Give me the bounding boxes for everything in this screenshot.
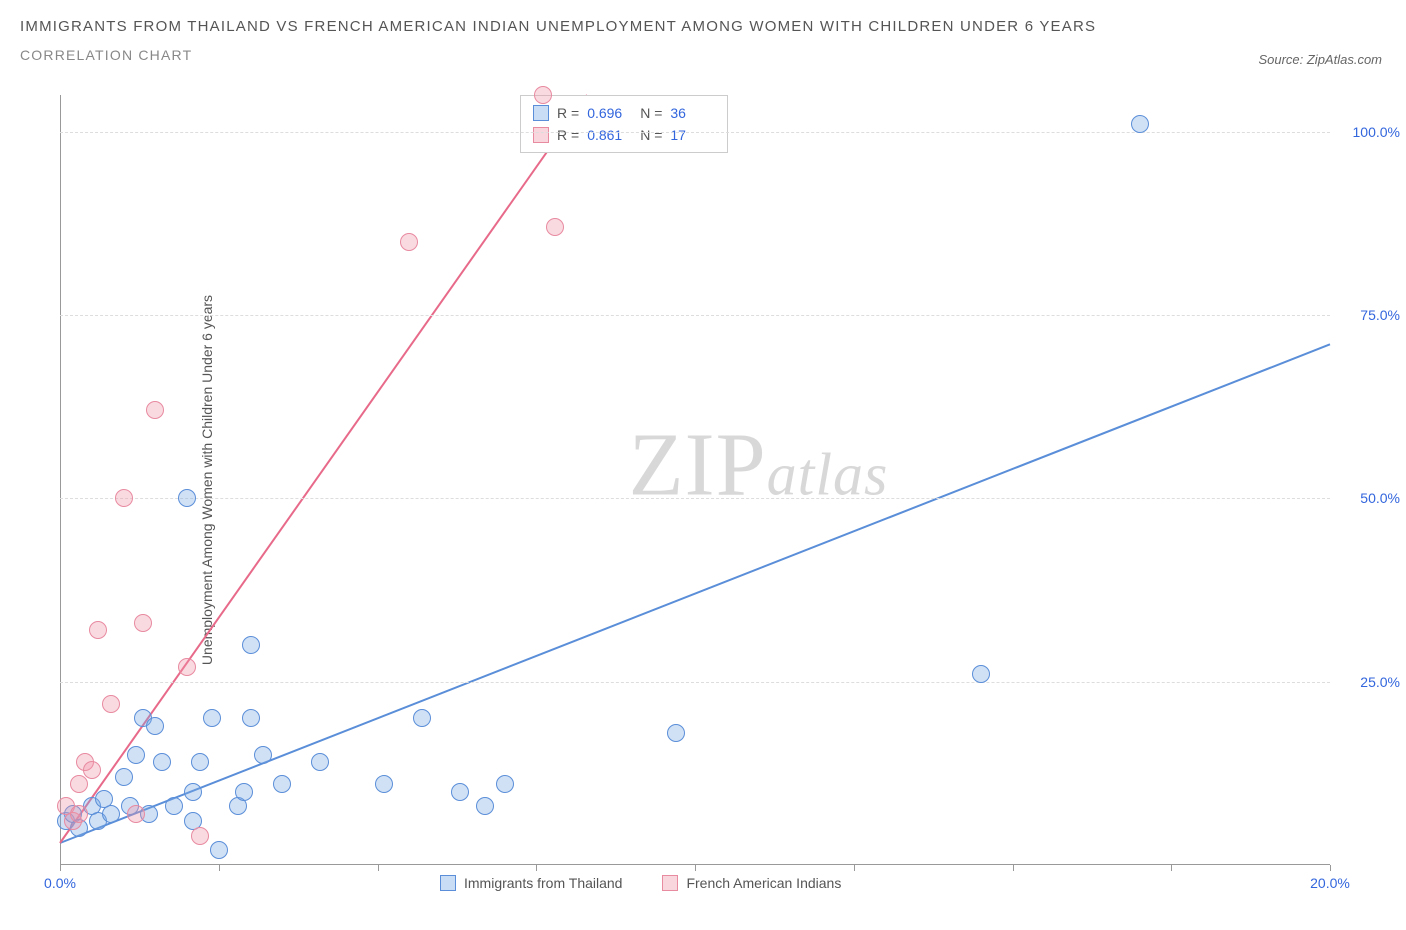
y-tick-label: 75.0% (1340, 307, 1400, 323)
n-value-0: 36 (670, 102, 715, 124)
x-tick (378, 865, 379, 871)
regression-line (60, 344, 1330, 843)
data-point (178, 658, 196, 676)
data-point (203, 709, 221, 727)
data-point (102, 805, 120, 823)
data-point (115, 489, 133, 507)
y-tick-label: 25.0% (1340, 674, 1400, 690)
y-tick-label: 50.0% (1340, 490, 1400, 506)
gridline-h (60, 682, 1330, 683)
data-point (191, 827, 209, 845)
data-point (1131, 115, 1149, 133)
data-point (400, 233, 418, 251)
data-point (146, 401, 164, 419)
data-point (102, 695, 120, 713)
series-name-0: Immigrants from Thailand (464, 875, 622, 891)
gridline-h (60, 498, 1330, 499)
x-tick (695, 865, 696, 871)
series-legend-item-1: French American Indians (662, 875, 841, 891)
swatch-blue-icon (440, 875, 456, 891)
chart-area: Unemployment Among Women with Children U… (50, 95, 1330, 865)
r-value-0: 0.696 (587, 102, 632, 124)
data-point (178, 489, 196, 507)
swatch-blue-icon (533, 105, 549, 121)
data-point (153, 753, 171, 771)
data-point (972, 665, 990, 683)
x-tick (1330, 865, 1331, 871)
swatch-pink-icon (533, 127, 549, 143)
data-point (165, 797, 183, 815)
data-point (667, 724, 685, 742)
data-point (451, 783, 469, 801)
x-tick (854, 865, 855, 871)
n-label: N = (640, 124, 662, 146)
series-name-1: French American Indians (686, 875, 841, 891)
data-point (115, 768, 133, 786)
stats-legend: R = 0.696 N = 36 R = 0.861 N = 17 (520, 95, 728, 153)
data-point (184, 783, 202, 801)
data-point (146, 717, 164, 735)
data-point (273, 775, 291, 793)
r-label: R = (557, 102, 579, 124)
data-point (210, 841, 228, 859)
series-legend-item-0: Immigrants from Thailand (440, 875, 622, 891)
r-value-1: 0.861 (587, 124, 632, 146)
stats-legend-row-1: R = 0.861 N = 17 (533, 124, 715, 146)
x-tick (1013, 865, 1014, 871)
chart-subtitle: CORRELATION CHART (20, 47, 1386, 63)
data-point (413, 709, 431, 727)
data-point (496, 775, 514, 793)
data-point (127, 746, 145, 764)
data-point (534, 86, 552, 104)
data-point (191, 753, 209, 771)
chart-title: IMMIGRANTS FROM THAILAND VS FRENCH AMERI… (20, 18, 1386, 35)
r-label: R = (557, 124, 579, 146)
data-point (70, 805, 88, 823)
data-point (254, 746, 272, 764)
source-attribution: Source: ZipAtlas.com (1258, 52, 1382, 67)
y-tick-label: 100.0% (1340, 124, 1400, 140)
plot-region: ZIPatlas R = 0.696 N = 36 R = 0.861 N = … (60, 95, 1330, 865)
data-point (83, 761, 101, 779)
data-point (242, 636, 260, 654)
n-value-1: 17 (670, 124, 715, 146)
data-point (375, 775, 393, 793)
data-point (70, 775, 88, 793)
gridline-h (60, 315, 1330, 316)
data-point (89, 621, 107, 639)
x-tick-label: 20.0% (1310, 875, 1350, 891)
series-legend: Immigrants from Thailand French American… (440, 875, 841, 891)
data-point (242, 709, 260, 727)
data-point (127, 805, 145, 823)
x-tick (536, 865, 537, 871)
x-tick (1171, 865, 1172, 871)
data-point (476, 797, 494, 815)
regression-lines (60, 95, 1330, 865)
x-tick (60, 865, 61, 871)
regression-line (60, 95, 587, 843)
stats-legend-row-0: R = 0.696 N = 36 (533, 102, 715, 124)
data-point (546, 218, 564, 236)
data-point (311, 753, 329, 771)
x-tick (219, 865, 220, 871)
data-point (134, 614, 152, 632)
swatch-pink-icon (662, 875, 678, 891)
n-label: N = (640, 102, 662, 124)
x-tick-label: 0.0% (44, 875, 76, 891)
data-point (235, 783, 253, 801)
